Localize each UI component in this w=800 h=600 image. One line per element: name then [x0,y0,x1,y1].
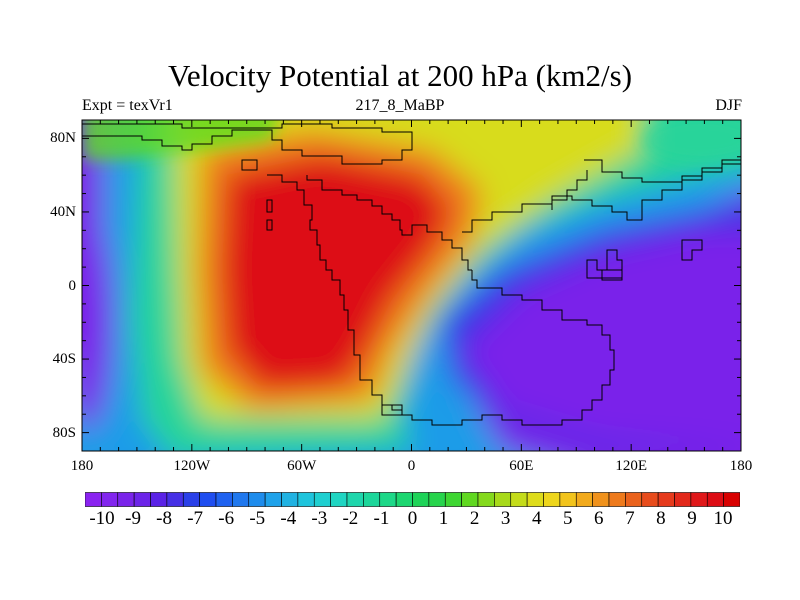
colorbar-swatch [199,492,217,507]
colorbar-swatch [674,492,692,507]
contour-map-svg [82,120,741,451]
colorbar-label: 2 [469,508,480,529]
colorbar-label: -7 [187,508,204,529]
colorbar-swatch [117,492,135,507]
colorbar-label: 7 [625,508,635,529]
y-tick-label: 40N [50,203,76,220]
colorbar-label: 9 [687,508,697,529]
colorbar-label: 10 [713,508,733,529]
colorbar-swatch [706,492,724,507]
colorbar-swatch [85,492,102,507]
colorbar-swatch [723,492,740,507]
y-tick-label: 0 [68,277,77,294]
y-tick-label: 80N [50,130,76,147]
colorbar-swatch [608,492,626,507]
colorbar-label: -5 [249,508,266,529]
colorbar-swatch [166,492,184,507]
colorbar-label: -10 [89,508,115,529]
colorbar-swatch [657,492,675,507]
colorbar-swatch [297,492,315,507]
colorbar-label: 6 [594,508,604,529]
colorbar-swatch [625,492,643,507]
x-tick-label: 180 [729,458,753,474]
colorbar-label: -3 [311,508,328,529]
colorbar-label: -9 [125,508,141,529]
colorbar-label: -8 [156,508,172,529]
colorbar [85,492,740,507]
x-tick-label: 60E [509,458,534,474]
colorbar-swatch [526,492,544,507]
map-frame-border [81,119,742,452]
colorbar-swatch [313,492,331,507]
colorbar-swatch [150,492,168,507]
colorbar-swatch [182,492,200,507]
colorbar-swatch [346,492,364,507]
colorbar-swatch [395,492,413,507]
colorbar-swatch [363,492,381,507]
colorbar-swatch [510,492,528,507]
colorbar-swatch [232,492,250,507]
season-label: DJF [715,97,742,114]
colorbar-swatch [575,492,593,507]
contour-map [82,120,741,451]
colorbar-swatch [248,492,266,507]
colorbar-swatch [444,492,462,507]
colorbar-label: -2 [342,508,359,529]
colorbar-swatch [559,492,577,507]
colorbar-swatch [494,492,512,507]
colorbar-swatch [543,492,561,507]
colorbar-label: 0 [407,508,418,529]
colorbar-label: -6 [218,508,235,529]
x-tick-label: 120W [173,458,211,474]
colorbar-swatch [690,492,708,507]
colorbar-swatch [101,492,119,507]
chart-title: Velocity Potential at 200 hPa (km2/s) [167,58,633,93]
colorbar-swatch [641,492,659,507]
colorbar-label: 3 [500,508,511,529]
x-tick-label: 180 [70,458,94,474]
case-label: 217_8_MaBP [355,97,445,114]
coastlines [82,123,741,426]
colorbar-swatch [461,492,479,507]
experiment-label: Expt = texVr1 [82,97,173,114]
colorbar-swatch [379,492,397,507]
colorbar-swatch [281,492,299,507]
x-tick-label: 60W [287,458,317,474]
colorbar-label: 5 [563,508,573,529]
colorbar-label: 1 [438,508,449,529]
colorbar-swatch [264,492,282,507]
x-tick-label: 120E [615,458,647,474]
colorbar-swatch [592,492,610,507]
colorbar-swatch [477,492,495,507]
x-tick-label: 0 [407,458,416,474]
colorbar-swatch [215,492,233,507]
colorbar-swatch [133,492,151,507]
colorbar-swatch [412,492,430,507]
colorbar-label: -1 [373,508,390,529]
y-tick-label: 80S [52,424,76,441]
colorbar-label: 8 [656,508,666,529]
colorbar-swatch [330,492,348,507]
colorbar-label: -4 [280,508,297,529]
colorbar-label: 4 [531,508,542,529]
y-tick-label: 40S [52,351,76,368]
colorbar-swatch [428,492,446,507]
